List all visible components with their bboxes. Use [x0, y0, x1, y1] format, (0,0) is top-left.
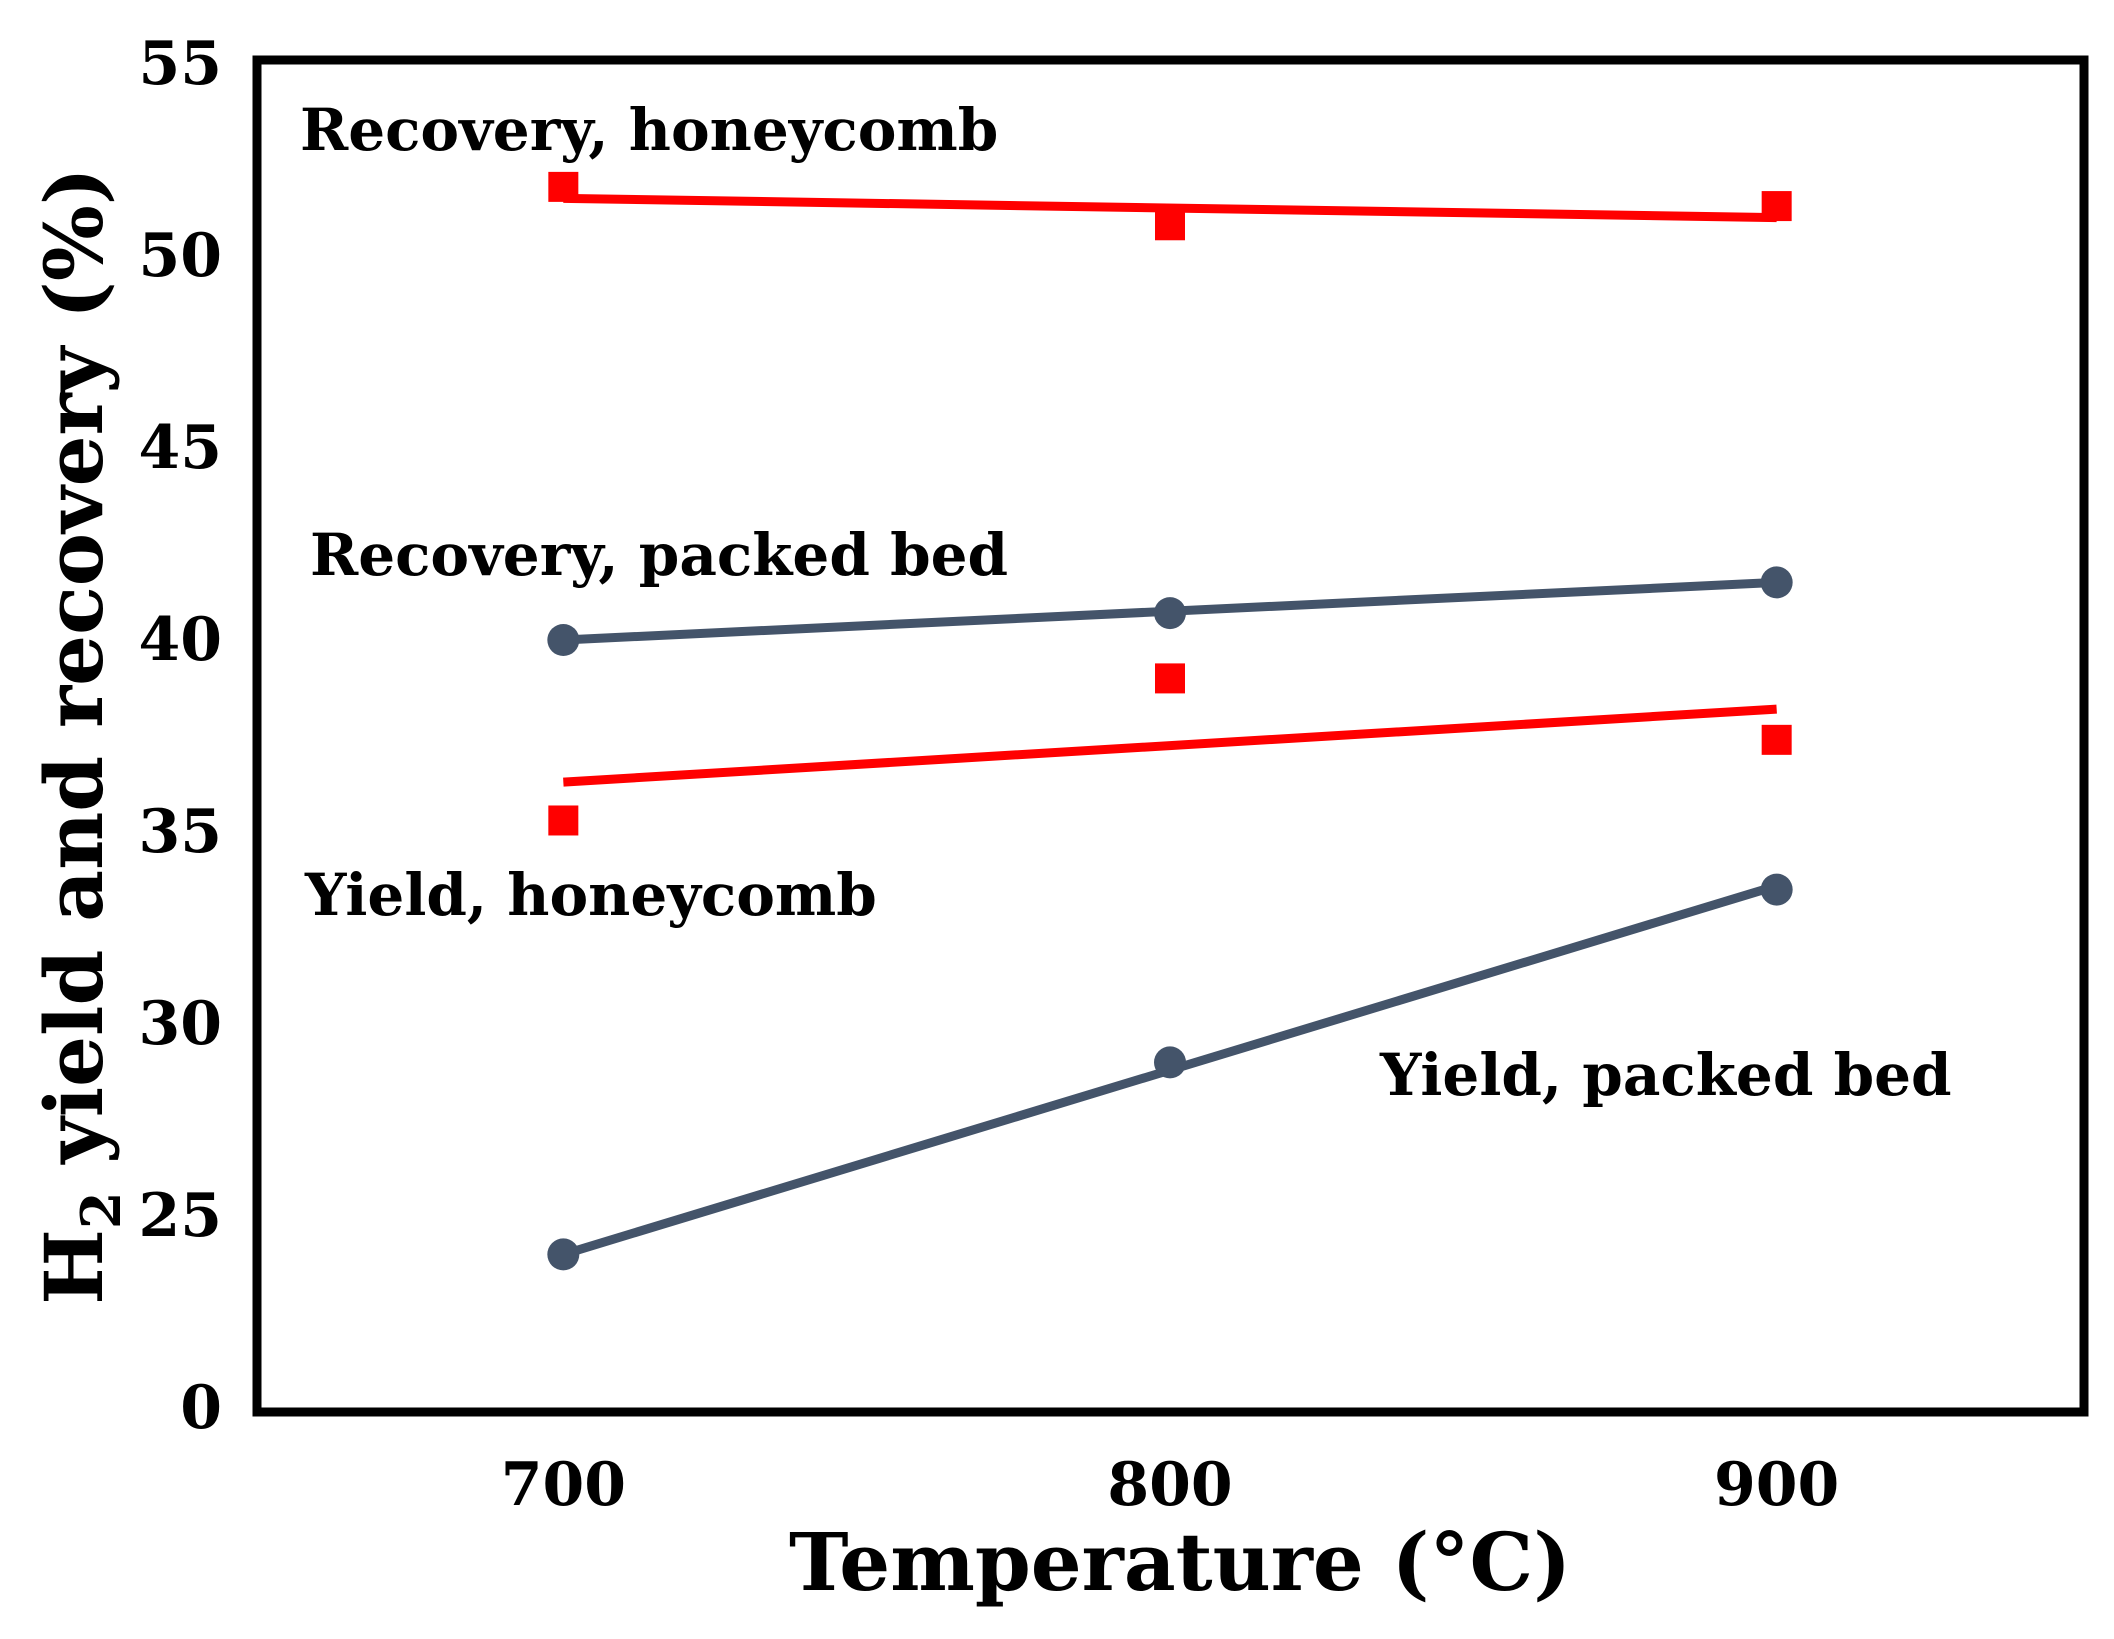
data-point-circle — [1760, 873, 1793, 906]
x-tick-label: 700 — [501, 1450, 626, 1520]
x-tick-label: 800 — [1107, 1450, 1232, 1520]
series-annotations: Recovery, honeycomb Recovery, packed bed Y… — [300, 96, 1952, 1109]
series-annotation: Recovery, honeycomb — [300, 96, 998, 164]
y-axis-title-prefix: H — [27, 1229, 121, 1305]
y-tick-label: 40 — [139, 605, 223, 675]
data-point-square — [1761, 191, 1792, 222]
data-point-circle — [1154, 1046, 1186, 1079]
trend-line-0 — [563, 193, 1777, 223]
data-point-square — [548, 171, 579, 202]
data-point-square — [548, 805, 579, 836]
x-axis-title: Temperature (°C) — [789, 1515, 1571, 1609]
y-axis-title-subscript: 2 — [69, 1192, 133, 1230]
y-tick-label: 35 — [139, 797, 223, 867]
y-tick-label: 30 — [139, 989, 223, 1059]
y-tick-label: 0 — [180, 1373, 222, 1443]
series-annotation: Yield, honeycomb — [304, 861, 877, 929]
x-tick-label: 900 — [1714, 1450, 1839, 1520]
trend-line-2 — [563, 704, 1777, 787]
data-point-circle — [547, 624, 580, 656]
data-point-circle — [1154, 597, 1186, 630]
data-markers — [547, 171, 1793, 1271]
y-tick-label: 50 — [139, 221, 223, 291]
data-point-square — [1761, 724, 1792, 755]
y-tick-labels: 0 25 30 35 40 45 50 55 — [139, 29, 223, 1443]
y-tick-label: 25 — [139, 1181, 223, 1251]
y-tick-label: 55 — [139, 29, 223, 99]
data-point-square — [1155, 663, 1185, 694]
plot-frame — [252, 55, 2089, 1417]
y-axis-title-suffix: yield and recovery (%) — [27, 167, 121, 1191]
data-point-square — [1155, 210, 1185, 241]
y-axis-title: H2 yield and recovery (%) — [27, 167, 133, 1304]
series-annotation: Yield, packed bed — [1379, 1041, 1952, 1109]
y-tick-label: 45 — [139, 413, 223, 483]
data-point-circle — [1760, 566, 1793, 599]
data-point-circle — [547, 1238, 580, 1271]
x-tick-labels: 700 800 900 — [501, 1450, 1840, 1520]
series-annotation: Recovery, packed bed — [310, 521, 1008, 589]
